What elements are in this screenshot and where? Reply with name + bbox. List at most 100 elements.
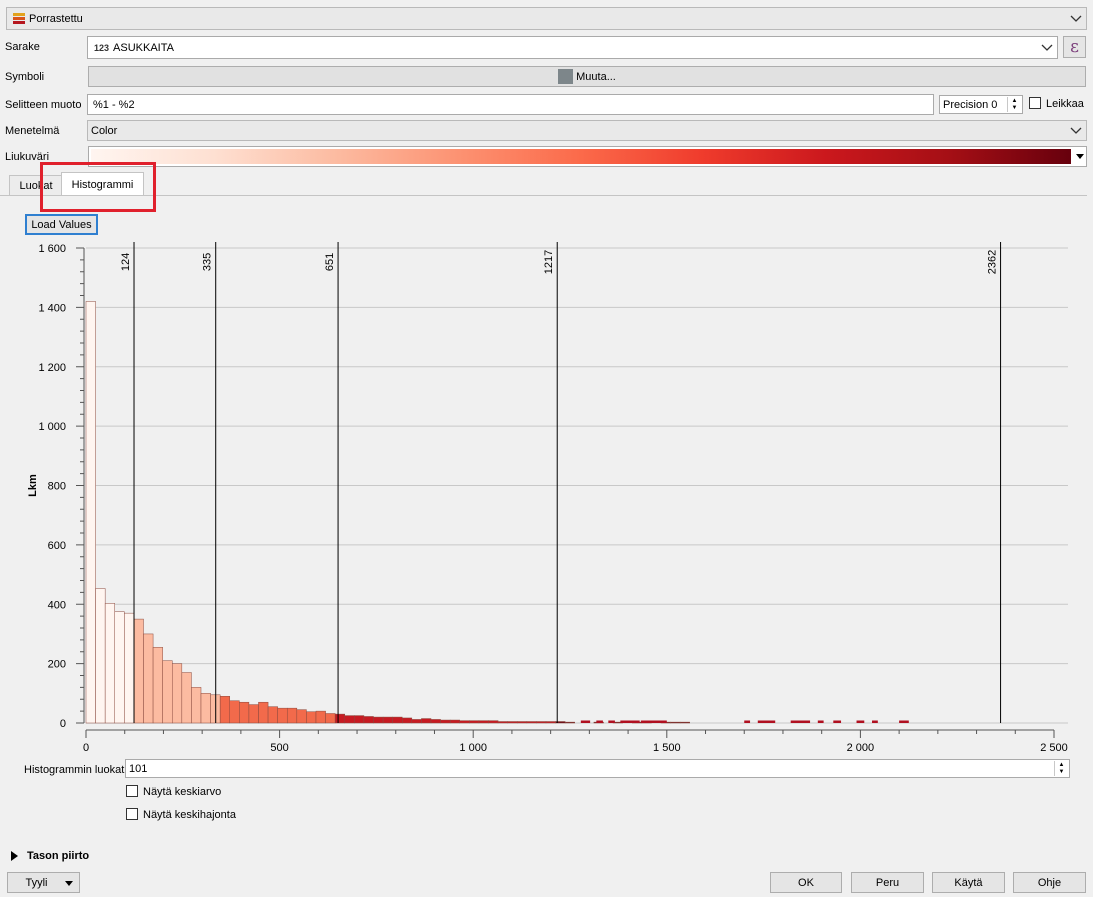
- trim-checkbox[interactable]: [1029, 97, 1041, 109]
- histogram-bar: [143, 633, 154, 724]
- histogram-bar: [133, 618, 144, 724]
- trim-label: Leikkaa: [1046, 98, 1084, 110]
- spin-down-icon[interactable]: ▼: [1011, 105, 1018, 112]
- histogram-bar: [363, 716, 374, 724]
- chevron-down-icon: [1070, 127, 1082, 134]
- spin-up-icon[interactable]: ▲: [1011, 97, 1018, 104]
- graduated-icon: [13, 12, 25, 25]
- y-tick-label: 1 200: [38, 362, 66, 374]
- cancel-button[interactable]: Peru: [851, 872, 924, 893]
- symbol-change-button[interactable]: Muuta...: [88, 66, 1086, 87]
- histogram-classes-spin-arrows[interactable]: ▲ ▼: [1054, 761, 1068, 776]
- legend-format-input[interactable]: %1 - %2: [87, 94, 934, 115]
- histogram-bar: [856, 720, 865, 723]
- show-mean-checkbox[interactable]: [126, 785, 138, 797]
- apply-label: Käytä: [954, 876, 983, 889]
- style-menu-button[interactable]: Tyyli: [7, 872, 80, 893]
- legend-format-label: Selitteen muoto: [5, 99, 82, 111]
- histogram-bar: [757, 720, 776, 723]
- histogram-bar: [608, 720, 615, 723]
- symbol-preview-swatch: [558, 69, 574, 84]
- show-stddev-checkbox[interactable]: [126, 808, 138, 820]
- tab-classes[interactable]: Luokat: [9, 175, 63, 195]
- tab-histogram-label: Histogrammi: [71, 178, 134, 191]
- load-values-label: Load Values: [31, 218, 92, 231]
- histogram-bar: [526, 721, 537, 724]
- histogram-bar: [124, 612, 135, 724]
- histogram-bar: [872, 720, 878, 723]
- renderer-dropdown[interactable]: Porrastettu: [6, 7, 1087, 30]
- ok-button[interactable]: OK: [770, 872, 842, 893]
- histogram-bar: [620, 720, 627, 723]
- spin-down-icon[interactable]: ▼: [1058, 769, 1065, 776]
- expand-arrow-icon[interactable]: [11, 851, 18, 861]
- color-ramp-button[interactable]: [88, 146, 1087, 167]
- histogram-bar: [744, 720, 751, 723]
- ramp-dropdown-arrow-icon[interactable]: [1076, 154, 1084, 159]
- histogram-bar: [488, 720, 499, 724]
- histogram-bar: [833, 720, 842, 723]
- histogram-bar: [334, 713, 345, 724]
- help-button[interactable]: Ohje: [1013, 872, 1086, 893]
- precision-spin-arrows[interactable]: ▲ ▼: [1007, 97, 1021, 112]
- histogram-bar: [191, 687, 202, 724]
- column-dropdown[interactable]: 123 ASUKKAITA: [87, 36, 1058, 59]
- precision-spinbox[interactable]: Precision 0 ▲ ▼: [939, 95, 1023, 114]
- histogram-bar: [152, 647, 163, 724]
- histogram-bar: [679, 721, 690, 724]
- y-tick-label: 1 600: [38, 243, 66, 255]
- histogram-bar: [580, 720, 591, 723]
- apply-button[interactable]: Käytä: [932, 872, 1005, 893]
- histogram-bar: [459, 720, 470, 724]
- epsilon-icon: ε: [1070, 36, 1079, 57]
- histogram-bar: [258, 701, 269, 724]
- tab-classes-label: Luokat: [19, 179, 53, 192]
- histogram-bar: [640, 720, 667, 723]
- method-value: Color: [91, 124, 118, 137]
- class-break-label: 335: [202, 253, 214, 271]
- histogram-bar: [382, 716, 393, 724]
- expression-button[interactable]: ε: [1063, 36, 1086, 58]
- ok-label: OK: [798, 876, 814, 889]
- histogram-bar: [507, 721, 518, 724]
- tab-histogram[interactable]: Histogrammi: [61, 172, 144, 196]
- x-tick-label: 1 000: [459, 742, 487, 754]
- histogram-bar: [277, 707, 288, 724]
- histogram-bar: [373, 716, 384, 724]
- highlight-box: [40, 162, 156, 212]
- load-values-button[interactable]: Load Values: [25, 214, 98, 235]
- method-dropdown[interactable]: Color: [87, 120, 1087, 141]
- color-ramp-preview: [91, 149, 1071, 164]
- style-button-label: Tyyli: [25, 876, 48, 889]
- chevron-down-icon: [1070, 15, 1082, 22]
- histogram-bar: [624, 720, 640, 723]
- y-tick-label: 200: [48, 659, 66, 671]
- histogram-classes-spinbox[interactable]: 101 ▲ ▼: [125, 759, 1070, 778]
- class-break-label: 1217: [543, 250, 555, 274]
- histogram-bar: [325, 713, 336, 724]
- y-tick-label: 600: [48, 540, 66, 552]
- histogram-bar: [344, 715, 355, 724]
- histogram-bar: [401, 717, 413, 724]
- layer-rendering-label[interactable]: Tason piirto: [27, 850, 90, 862]
- legend-format-value: %1 - %2: [93, 98, 135, 111]
- histogram-bar: [817, 720, 824, 723]
- histogram-bar: [306, 711, 317, 724]
- spin-up-icon[interactable]: ▲: [1058, 761, 1065, 768]
- histogram-bar: [85, 301, 96, 724]
- y-tick-label: 1 400: [38, 302, 66, 314]
- histogram-bar: [114, 611, 125, 724]
- chevron-down-icon: [1041, 44, 1053, 51]
- histogram-bar: [469, 720, 480, 724]
- x-tick-label: 2 500: [1040, 742, 1068, 754]
- help-label: Ohje: [1037, 876, 1062, 889]
- histogram-bar: [536, 721, 547, 724]
- histogram-bar: [95, 588, 106, 724]
- symbol-label: Symboli: [5, 71, 45, 83]
- histogram-classes-value: 101: [129, 762, 148, 775]
- cancel-label: Peru: [875, 876, 900, 889]
- histogram-bar: [181, 672, 192, 724]
- x-tick-label: 500: [270, 742, 288, 754]
- histogram-bar: [411, 719, 422, 724]
- y-tick-label: 800: [48, 481, 66, 493]
